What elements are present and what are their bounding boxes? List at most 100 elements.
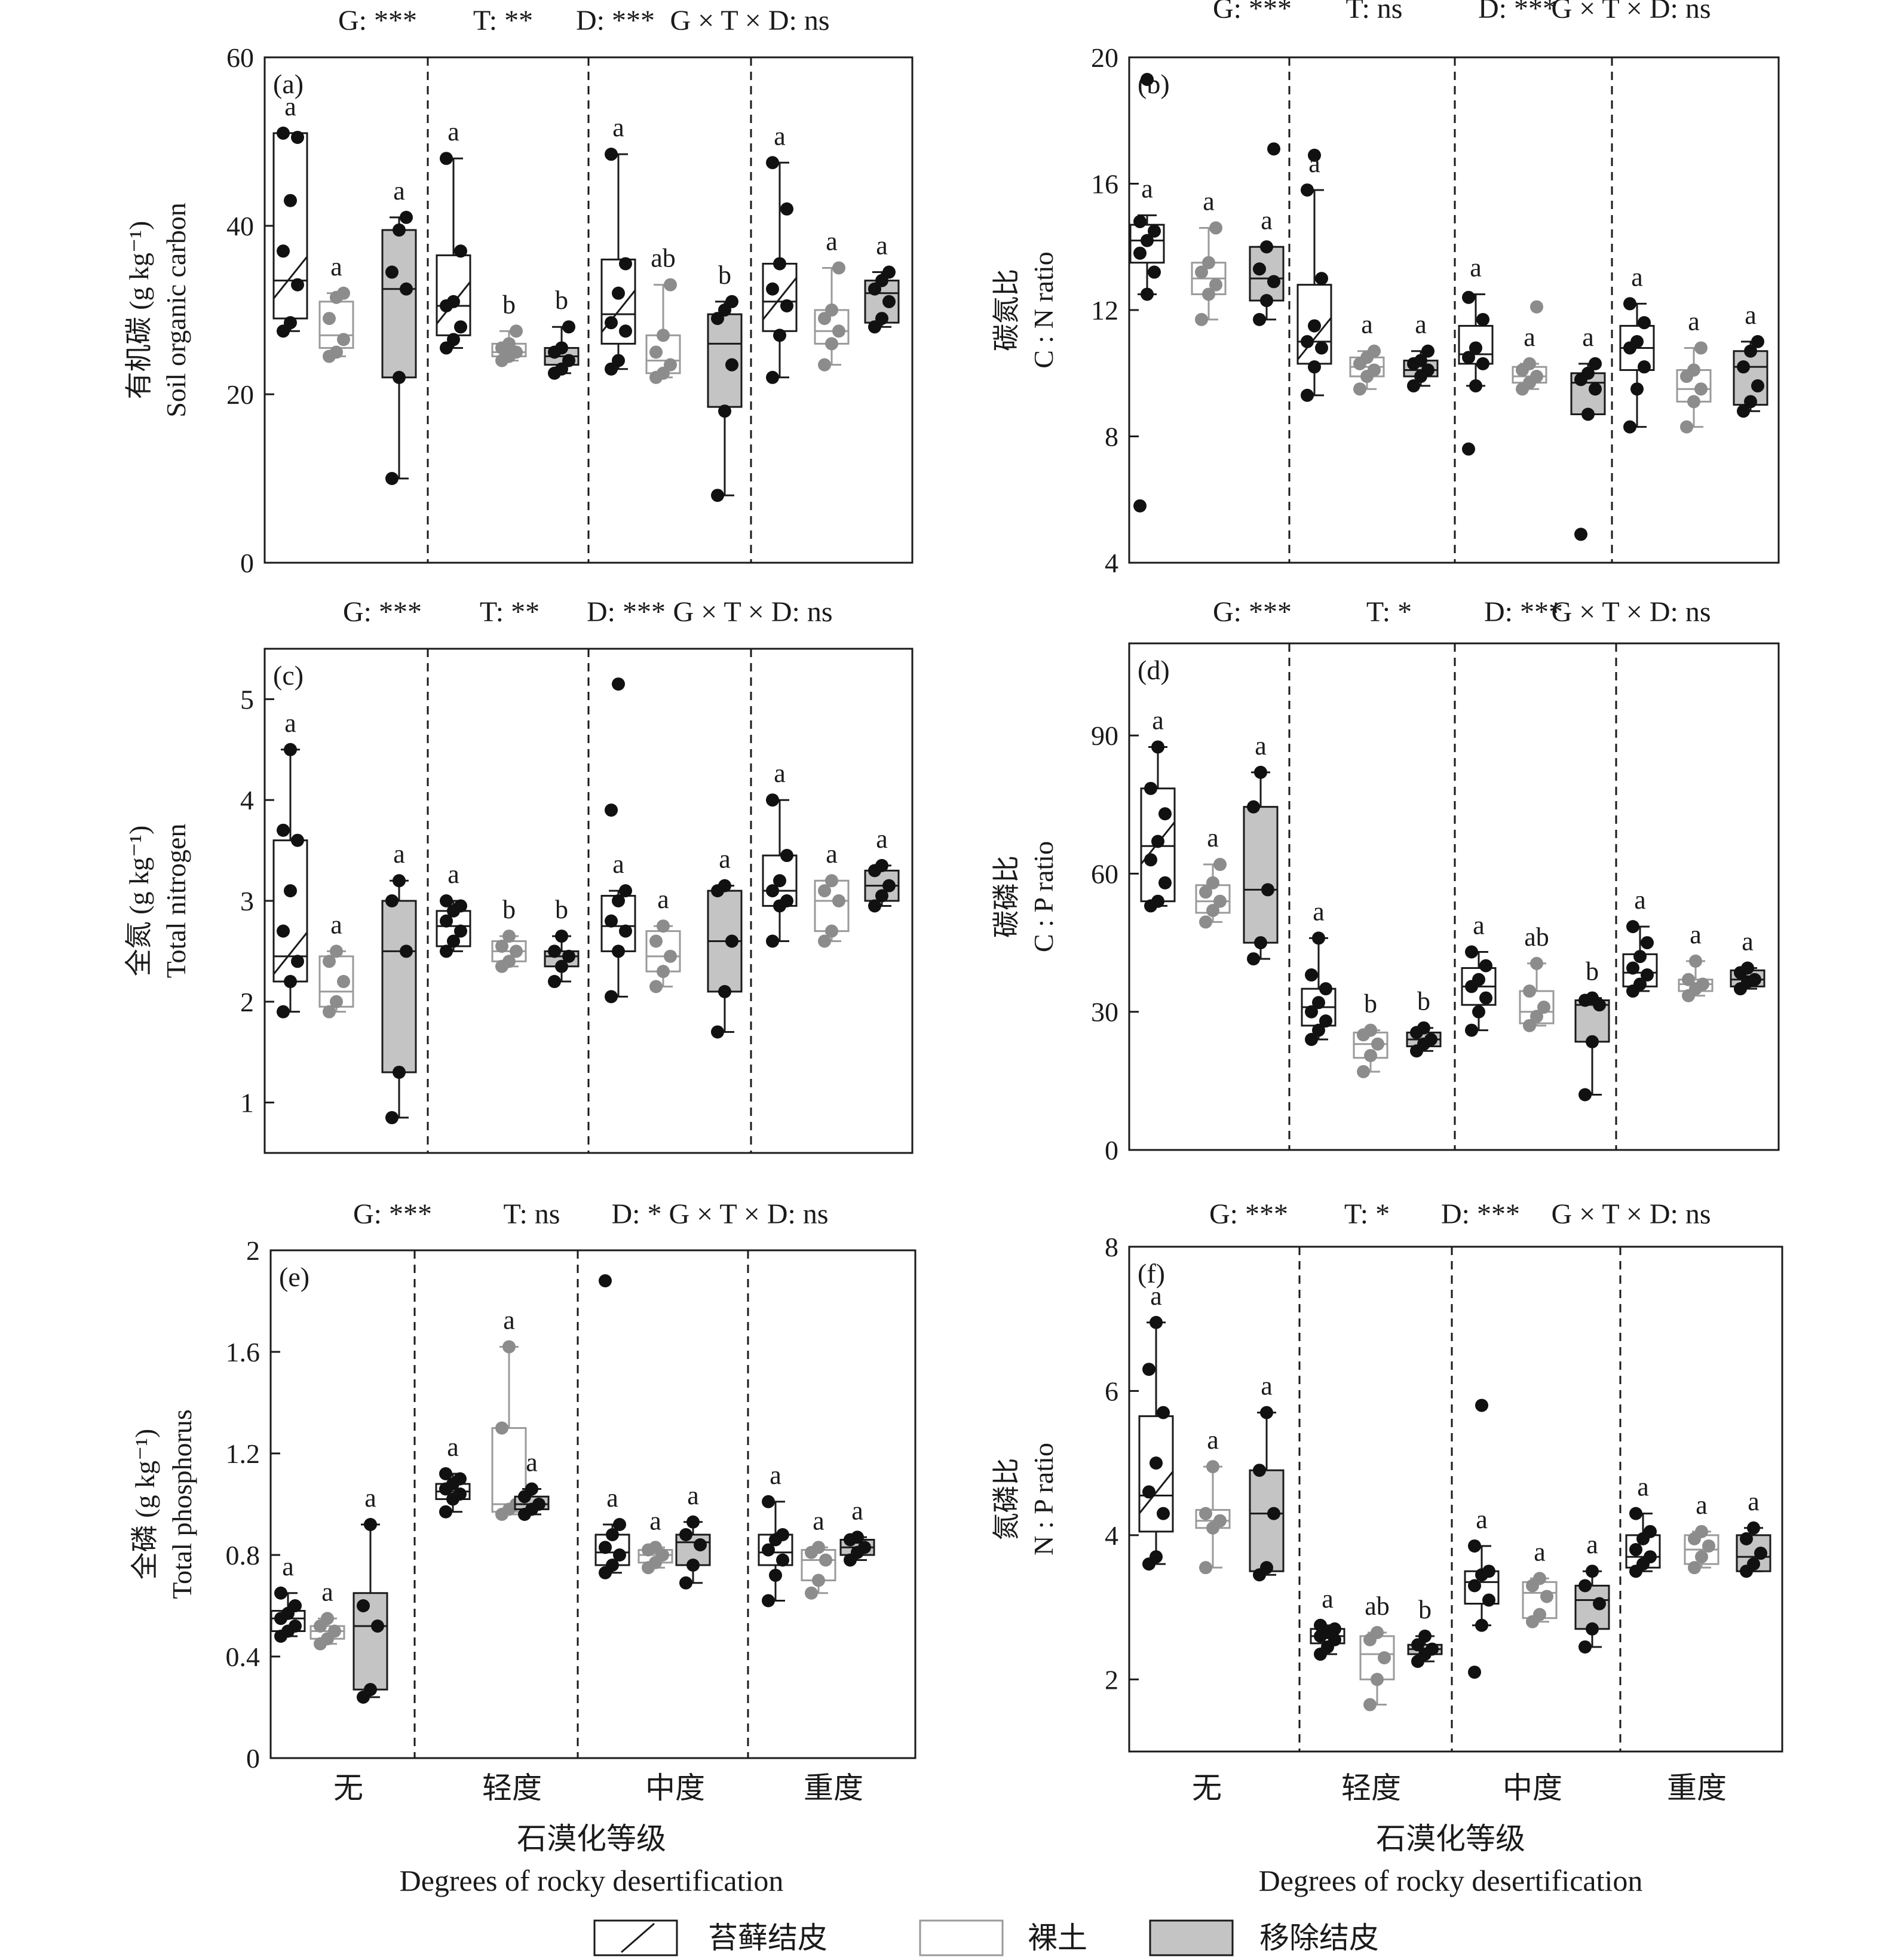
box-removed: a	[1403, 310, 1439, 392]
data-point	[532, 1498, 545, 1511]
box-crust: a	[1138, 1281, 1174, 1571]
legend-swatch-bare	[919, 1919, 1004, 1956]
data-point	[277, 823, 290, 837]
group-letter: a	[1207, 1425, 1219, 1455]
data-point	[1479, 991, 1492, 1005]
y-axis-title-en: C : P ratio	[1028, 841, 1059, 952]
y-tick-label: 30	[1091, 997, 1118, 1027]
group-letter: a	[1688, 306, 1700, 336]
box-removed: a	[839, 1496, 875, 1567]
data-point	[1523, 1019, 1536, 1032]
box-crust: a	[1129, 73, 1165, 513]
data-point	[825, 874, 838, 888]
group-letter: b	[1364, 989, 1377, 1019]
x-axis-right: 无 轻度 中度 重度 石漠化等级 Degrees of rocky desert…	[1192, 1771, 1727, 1897]
data-point	[1462, 351, 1475, 364]
data-point	[599, 1274, 612, 1287]
data-point	[619, 884, 632, 898]
data-point	[657, 329, 670, 342]
significance-label: G: ***	[338, 5, 417, 36]
panel-label: (d)	[1138, 655, 1170, 685]
box-removed: a	[675, 1481, 711, 1590]
data-point	[1305, 968, 1318, 982]
significance-label: T: ns	[504, 1198, 560, 1230]
data-point	[819, 1553, 832, 1567]
data-point	[1426, 1642, 1439, 1656]
data-point	[1301, 183, 1314, 197]
data-point	[337, 286, 350, 300]
data-point	[1267, 142, 1280, 156]
box-removed: b	[1407, 1595, 1443, 1668]
data-point	[1213, 894, 1227, 908]
data-point	[766, 934, 779, 948]
data-point	[1586, 991, 1599, 1005]
significance-label: G × T × D: ns	[673, 596, 832, 628]
data-point	[711, 1025, 724, 1039]
data-point	[1623, 297, 1636, 311]
box-bare: a	[1676, 306, 1712, 434]
y-axis-title-en: C : N ratio	[1028, 251, 1059, 368]
data-point	[612, 354, 625, 367]
x-axis-title-en: Degrees of rocky desertification	[400, 1864, 784, 1897]
data-point	[1589, 357, 1602, 370]
data-point	[612, 894, 625, 907]
group-letter: a	[1150, 1281, 1162, 1311]
data-point	[1476, 312, 1489, 326]
data-point	[277, 126, 290, 140]
data-point	[1682, 973, 1695, 986]
data-point	[605, 316, 618, 330]
data-point	[686, 1559, 700, 1572]
box-crust: a	[1458, 253, 1494, 456]
data-point	[510, 944, 523, 958]
legend: 苔藓结皮 裸土 移除结皮	[593, 1919, 1379, 1956]
data-point	[805, 1586, 818, 1600]
box-crust: a	[1140, 706, 1176, 913]
box-removed: a	[864, 231, 900, 334]
data-point	[1151, 740, 1164, 754]
significance-label: G × T × D: ns	[670, 5, 829, 36]
group-letter: a	[364, 1483, 376, 1513]
data-point	[773, 329, 786, 342]
group-letter: b	[555, 895, 568, 924]
data-point	[1301, 388, 1314, 402]
box-crust: a	[1625, 1473, 1661, 1578]
box-crust: a	[1461, 911, 1497, 1037]
hatch-diagonal	[1296, 317, 1332, 360]
data-point	[1148, 265, 1161, 279]
box-bare: ab	[1359, 1591, 1395, 1711]
data-point	[858, 1541, 871, 1554]
y-tick-label: 2	[240, 987, 254, 1017]
box-removed: a	[1574, 1530, 1610, 1654]
y-tick-label: 2	[1105, 1664, 1118, 1695]
data-point	[284, 316, 297, 330]
data-point	[766, 793, 779, 807]
box-crust: a	[600, 677, 636, 1004]
group-letter: a	[1415, 310, 1427, 339]
group-letter: a	[1308, 149, 1320, 178]
data-point	[766, 370, 779, 384]
group-letter: a	[612, 849, 624, 879]
group-letter: b	[718, 260, 731, 290]
y-axis-title: 碳氮比 C : N ratio	[991, 251, 1059, 368]
data-point	[1641, 936, 1654, 950]
data-point	[812, 1573, 825, 1587]
data-point	[447, 934, 460, 948]
data-point	[1267, 275, 1280, 289]
data-point	[400, 944, 413, 958]
data-point	[1589, 382, 1602, 396]
significance-label: G: ***	[1213, 596, 1292, 628]
data-point	[1593, 1597, 1606, 1611]
group-letter: a	[1748, 1487, 1760, 1516]
y-axis-title: 碳磷比 C : P ratio	[991, 841, 1059, 952]
data-point	[393, 370, 406, 384]
group-letter: a	[1203, 187, 1215, 216]
data-point	[502, 955, 516, 968]
data-point	[1328, 1622, 1341, 1636]
data-point	[1633, 977, 1647, 991]
group-letter: a	[1313, 897, 1325, 926]
data-point	[605, 914, 618, 928]
x-axis-title-zh: 石漠化等级	[1376, 1822, 1525, 1855]
data-point	[1301, 335, 1314, 348]
data-point	[1150, 1456, 1163, 1470]
data-point	[1142, 1485, 1155, 1499]
